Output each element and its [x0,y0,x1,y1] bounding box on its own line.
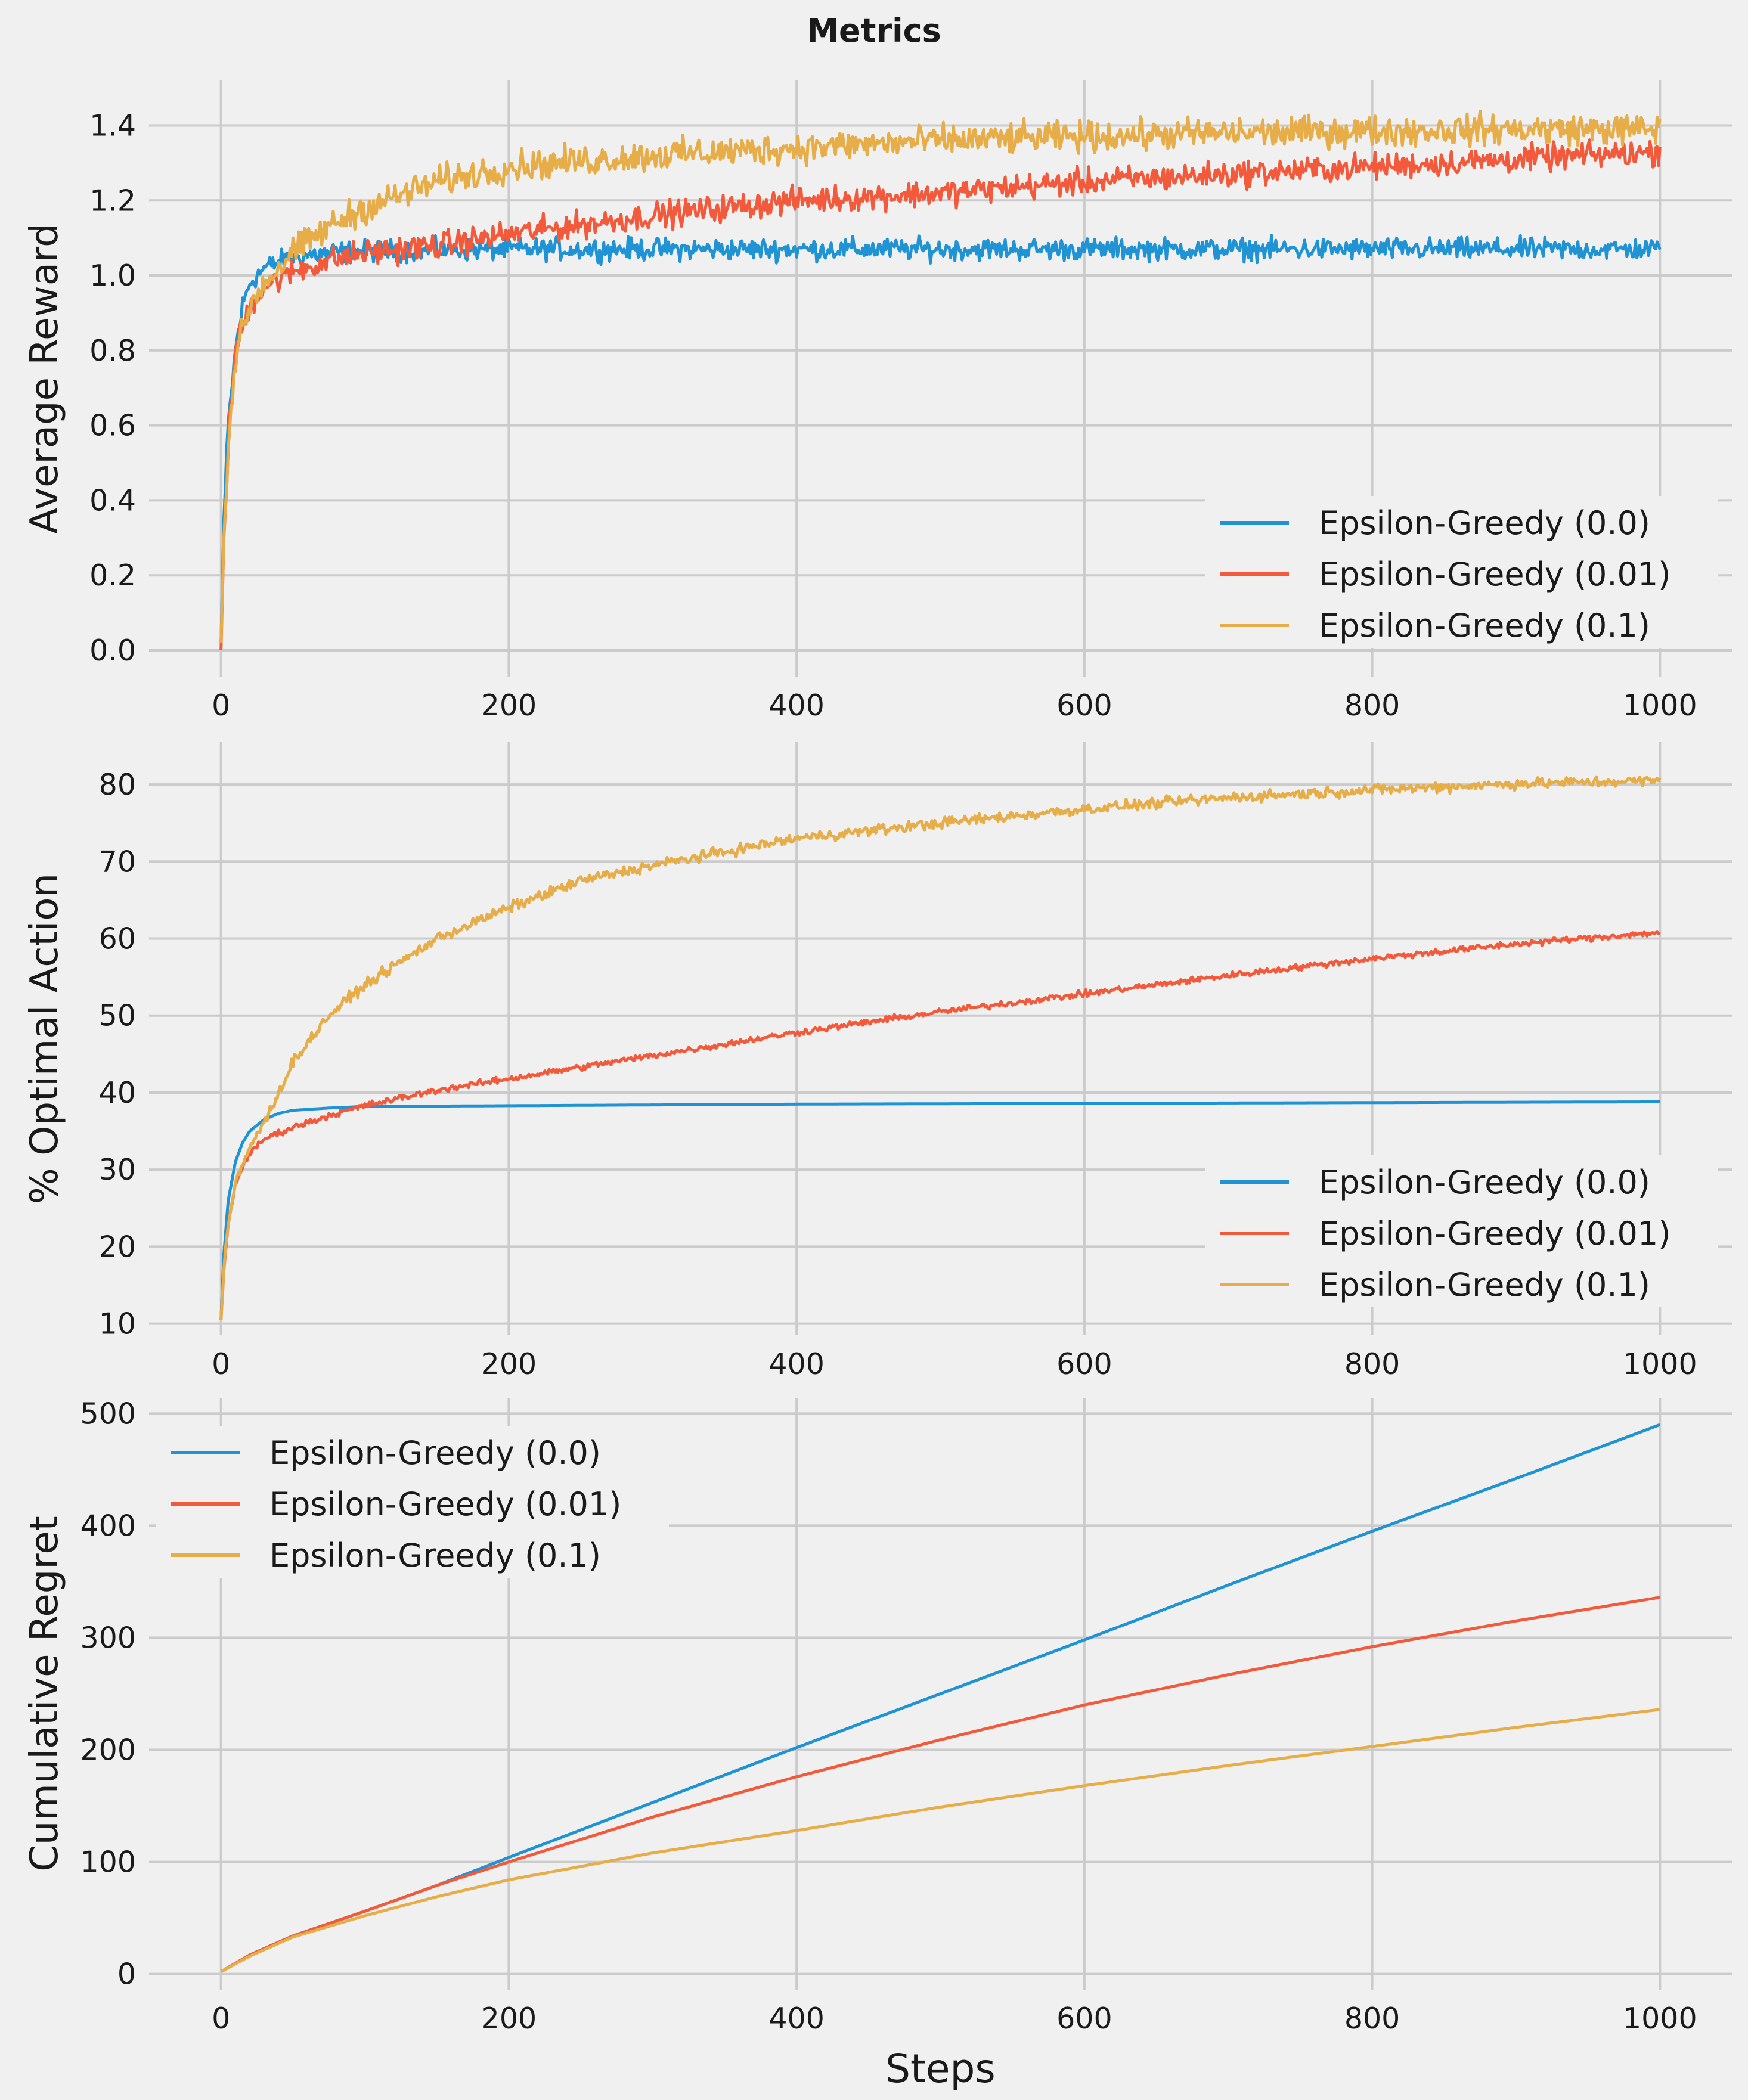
x-tick-label: 800 [1344,2002,1400,2036]
legend-label: Epsilon-Greedy (0.0) [269,1434,601,1472]
y-tick-label: 0.6 [89,409,136,443]
x-tick-label: 1000 [1623,688,1697,722]
y-tick-label: 300 [80,1621,136,1655]
legend-label: Epsilon-Greedy (0.0) [1319,1164,1650,1201]
y-tick-label: 50 [99,999,136,1033]
y-tick-label: 1.0 [89,259,136,293]
x-tick-label: 600 [1056,688,1112,722]
legend-label: Epsilon-Greedy (0.01) [1319,556,1670,593]
x-tick-label: 600 [1056,2002,1112,2036]
x-tick-label: 600 [1056,1347,1112,1381]
legend-box [1205,1155,1718,1307]
legend-box [156,1426,669,1578]
series-line-epsilon-greedy-0-1 [220,1708,1660,1974]
x-tick-label: 1000 [1623,1347,1697,1381]
y-tick-label: 10 [99,1307,136,1341]
y-tick-label: 0.4 [89,483,136,517]
x-tick-label: 0 [212,2002,230,2036]
x-tick-label: 200 [481,688,537,722]
series-line-epsilon-greedy-0-01 [219,138,1662,651]
legend-label: Epsilon-Greedy (0.1) [1319,607,1650,644]
x-tick-label: 200 [481,1347,537,1381]
series-line-epsilon-greedy-0-01 [219,930,1662,1320]
y-tick-label: 70 [99,845,136,879]
x-tick-label: 0 [212,688,230,722]
x-tick-label: 1000 [1623,2002,1697,2036]
legend-label: Epsilon-Greedy (0.01) [269,1485,621,1523]
legend-label: Epsilon-Greedy (0.01) [1319,1215,1670,1252]
x-tick-label: 800 [1344,688,1400,722]
y-tick-label: 1.4 [89,108,136,142]
x-tick-label: 0 [212,1347,230,1381]
y-tick-label: 60 [99,922,136,956]
y-tick-label: 1.2 [89,184,136,218]
legend: Epsilon-Greedy (0.0) Epsilon-Greedy (0.01… [1205,1155,1718,1307]
x-tick-label: 200 [481,2002,537,2036]
y-tick-label: 500 [80,1397,136,1431]
y-tick-label: 200 [80,1733,136,1767]
y-axis-label: Cumulative Regret [23,1516,67,1872]
chart-panel-1: 0.0 0.2 0.4 0.6 0.8 1.0 1.2 1.4 0 200 400 600 800 100… [23,80,1732,722]
y-tick-label: 20 [99,1230,136,1264]
series-line-epsilon-greedy-0-01 [220,1596,1660,1974]
y-tick-label: 0.0 [89,634,136,668]
y-tick-label: 0.2 [89,559,136,593]
y-axis-label: Average Reward [23,223,67,534]
x-tick-label: 400 [768,2002,825,2036]
legend-label: Epsilon-Greedy (0.1) [269,1537,601,1574]
legend-box [1205,496,1718,648]
legend: Epsilon-Greedy (0.0) Epsilon-Greedy (0.01… [156,1426,669,1578]
series-line-epsilon-greedy-0-1 [219,109,1662,643]
chart-panel-3: 0 100 200 300 400 500 0 200 400 600 800 1000 Cumulat… [23,1397,1732,2092]
figure-title: Metrics [807,12,941,49]
y-tick-label: 80 [99,768,136,802]
y-tick-label: 30 [99,1153,136,1187]
series-line-epsilon-greedy-0-0 [219,1100,1660,1320]
series-line-epsilon-greedy-0-1 [219,775,1662,1320]
y-tick-label: 400 [80,1509,136,1543]
x-tick-label: 800 [1344,1347,1400,1381]
y-tick-label: 0 [117,1958,136,1992]
y-axis-label: % Optimal Action [23,873,67,1204]
x-tick-label: 400 [768,1347,825,1381]
y-tick-label: 0.8 [89,334,136,368]
x-axis-label: Steps [885,2046,996,2092]
x-tick-label: 400 [768,688,825,722]
y-tick-label: 100 [80,1845,136,1879]
legend-label: Epsilon-Greedy (0.0) [1319,504,1650,542]
legend: Epsilon-Greedy (0.0) Epsilon-Greedy (0.01… [1205,496,1718,648]
legend-label: Epsilon-Greedy (0.1) [1319,1266,1650,1304]
y-tick-label: 40 [99,1076,136,1110]
